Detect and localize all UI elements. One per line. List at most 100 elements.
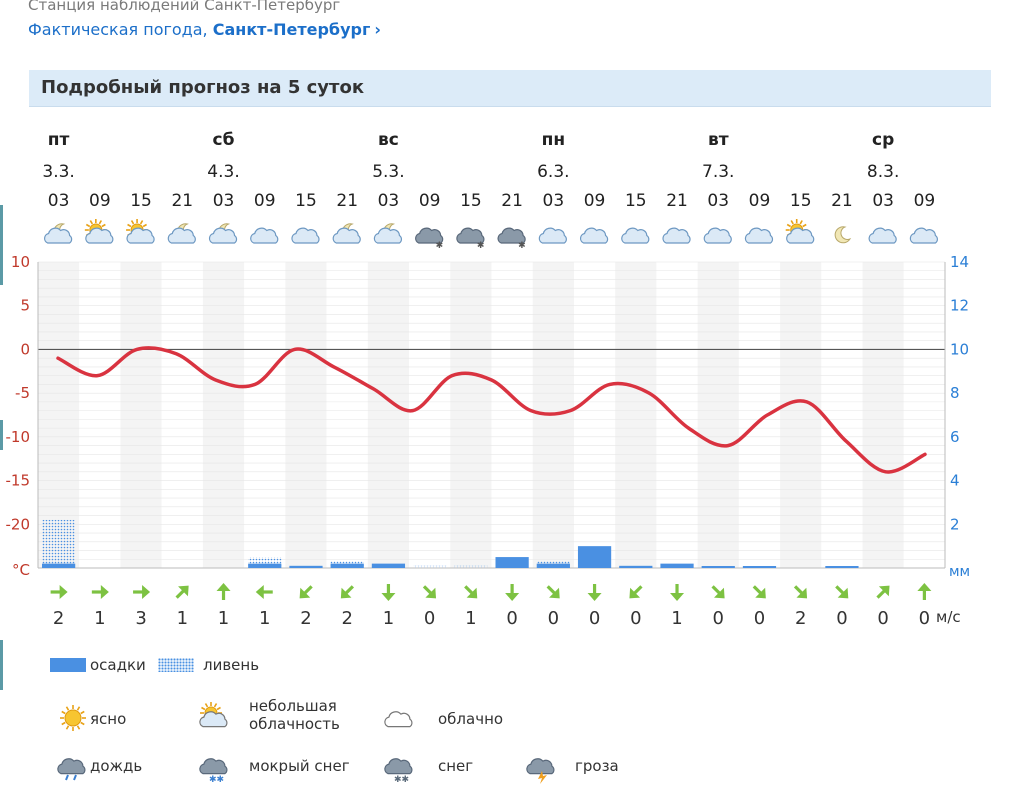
precip-bar — [619, 565, 653, 568]
cloud-icon — [703, 227, 732, 244]
temp-tick-label: -15 — [6, 472, 31, 490]
temp-unit-label: °C — [12, 561, 30, 579]
chart-column-bg — [491, 262, 533, 568]
precip-unit-label: мм — [949, 564, 970, 580]
precip-bar — [371, 563, 406, 568]
chart-column-bg — [450, 262, 492, 568]
legend-label-thunder-cloud: гроза — [575, 757, 619, 775]
legend-shower-label: ливень — [203, 656, 260, 674]
wind-speed: 0 — [836, 608, 847, 629]
forecast-title: Подробный прогноз на 5 суток — [41, 77, 365, 98]
legend-precip-label: осадки — [90, 656, 146, 674]
wind-speed: 3 — [135, 608, 146, 629]
wind-speed: 0 — [754, 608, 765, 629]
chart-column-bg — [326, 262, 368, 568]
legend-shower-swatch — [158, 658, 194, 672]
wind-speed: 2 — [795, 608, 806, 629]
wind-arrow-icon — [464, 585, 478, 599]
wind-arrow-icon — [91, 585, 109, 599]
wind-arrow-icon — [255, 585, 273, 599]
thunder-cloud-icon — [526, 758, 555, 784]
chart-column-bg — [79, 262, 121, 568]
snow-cloud-icon: ✱ — [456, 227, 485, 251]
chart-column-bg — [367, 262, 410, 568]
edge-mark — [0, 420, 3, 450]
cloud-shape — [57, 758, 86, 775]
shower-bar — [454, 565, 488, 568]
svg-text:✱: ✱ — [477, 241, 485, 251]
forecast-header: Подробный прогноз на 5 суток — [29, 70, 991, 107]
station-text: Станция наблюдений Санкт-Петербург — [28, 0, 341, 14]
chart-column-bg — [821, 262, 863, 568]
hour-label: 21 — [171, 191, 193, 211]
wind-arrow-icon — [133, 585, 151, 599]
sun-cloud-icon — [199, 702, 228, 728]
shower-bar — [42, 519, 76, 568]
wind-speed: 0 — [506, 608, 517, 629]
hour-label: 21 — [336, 191, 358, 211]
wind-arrow-icon — [340, 585, 354, 599]
actual-weather-link[interactable]: Фактическая погода, Санкт-Петербург › — [28, 20, 381, 39]
cloud-shape — [579, 227, 609, 244]
moon-cloud-icon — [44, 223, 73, 244]
precip-bar — [742, 566, 777, 568]
day-name: вт — [708, 130, 729, 150]
cloud-shape — [85, 227, 114, 244]
wind-arrow-icon — [670, 584, 685, 601]
wind-speed: 1 — [177, 608, 188, 629]
cloud-icon — [868, 227, 897, 244]
chart-column-bg — [862, 262, 904, 568]
day-date: 8.3. — [867, 162, 899, 182]
legend-label-cloud: облачно — [438, 710, 504, 728]
wind-speed: 0 — [919, 608, 930, 629]
wind-speed: 0 — [630, 608, 641, 629]
precip-tick-label: 14 — [950, 253, 969, 271]
cloud-shape — [744, 227, 774, 244]
wind-speed: 0 — [548, 608, 559, 629]
moon-cloud-icon — [373, 223, 403, 244]
hour-label: 03 — [543, 191, 565, 211]
hour-label: 09 — [584, 191, 606, 211]
link-city: Санкт-Петербург — [212, 20, 371, 39]
temp-tick-label: -5 — [15, 384, 30, 402]
hour-label: 09 — [419, 191, 441, 211]
wind-speed: 0 — [589, 608, 600, 629]
precip-bar — [330, 563, 364, 568]
hour-label: 03 — [213, 191, 235, 211]
cloud-shape — [703, 227, 732, 244]
cloud-icon — [909, 227, 938, 244]
chart-column-bg — [738, 262, 781, 568]
snow-cloud-icon: ✱ — [497, 227, 526, 251]
chart-column-bg — [120, 262, 162, 568]
rain-cloud-icon — [57, 758, 86, 781]
day-name: ср — [872, 130, 894, 150]
moon-cloud-icon — [208, 223, 238, 244]
sun-cloud-icon — [785, 219, 815, 244]
sun-cloud-icon — [126, 219, 155, 244]
precip-bar — [701, 566, 735, 568]
wind-speed: 1 — [671, 608, 682, 629]
hour-label: 03 — [707, 191, 729, 211]
wind-arrow-icon — [835, 585, 849, 599]
cloud-shape — [199, 758, 228, 775]
shower-bar — [413, 565, 447, 568]
precip-tick-label: 4 — [950, 472, 960, 490]
hour-label: 09 — [254, 191, 276, 211]
wind-arrow-icon — [752, 585, 766, 599]
chart-column-bg — [697, 262, 739, 568]
cloud-icon — [744, 227, 774, 244]
legend-label-sun: ясно — [90, 710, 127, 728]
day-date: 3.3. — [42, 162, 74, 182]
cloud-shape — [291, 227, 320, 244]
svg-text:✱✱: ✱✱ — [209, 775, 224, 785]
wind-arrow-icon — [422, 585, 437, 599]
hour-label: 09 — [89, 191, 111, 211]
hour-label: 15 — [460, 191, 482, 211]
day-date: 4.3. — [207, 162, 239, 182]
precip-tick-label: 8 — [950, 384, 960, 402]
cloud-shape — [621, 227, 650, 244]
chart-column-bg — [615, 262, 657, 568]
wind-arrow-icon — [546, 585, 560, 599]
wind-speed: 2 — [341, 608, 352, 629]
